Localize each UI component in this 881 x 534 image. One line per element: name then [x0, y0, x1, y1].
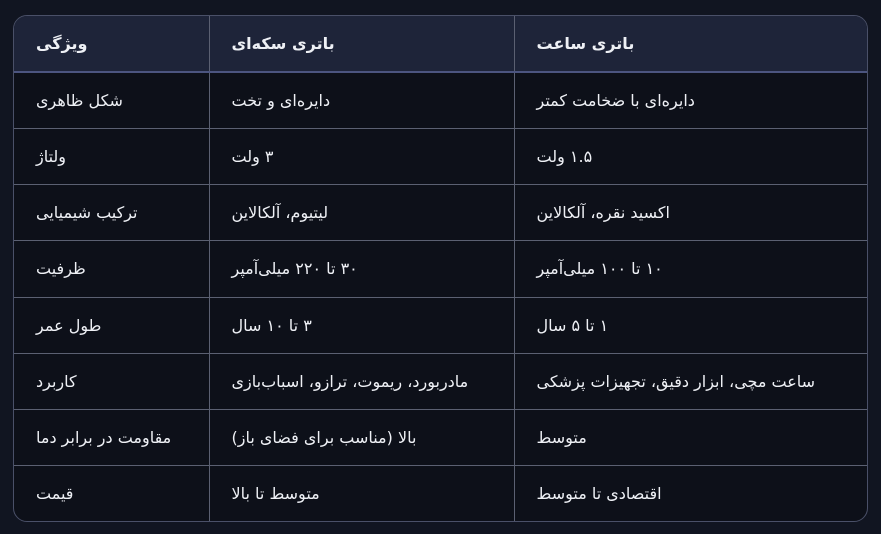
feature-cell: طول عمر — [14, 296, 210, 354]
feature-cell: شکل ظاهری — [14, 71, 210, 130]
coin-battery-cell: ۳ تا ۱۰ سال — [208, 296, 515, 354]
coin-battery-cell: متوسط تا بالا — [208, 464, 515, 521]
watch-battery-cell: ساعت مچی، ابزار دقیق، تجهیزات پزشکی — [513, 352, 867, 410]
header-feature: ویژگی — [14, 16, 210, 73]
feature-cell: کاربرد — [14, 352, 210, 410]
watch-battery-cell: اکسید نقره، آلکالاین — [513, 184, 867, 242]
coin-battery-cell: ۳ ولت — [208, 128, 515, 186]
table-row: شکل ظاهری دایره‌ای و تخت دایره‌ای با ضخامت… — [14, 71, 867, 130]
feature-cell: ولتاژ — [14, 128, 210, 186]
table-header-row: ویژگی باتری سکه‌ای باتری ساعت — [14, 16, 867, 73]
watch-battery-cell: دایره‌ای با ضخامت کمتر — [513, 71, 867, 130]
feature-cell: ظرفیت — [14, 240, 210, 298]
comparison-table: ویژگی باتری سکه‌ای باتری ساعت شکل ظاهری د… — [14, 16, 867, 521]
header-coin-battery: باتری سکه‌ای — [208, 16, 515, 73]
feature-cell: مقاومت در برابر دما — [14, 408, 210, 466]
coin-battery-cell: دایره‌ای و تخت — [208, 71, 515, 130]
table-row: ولتاژ ۳ ولت ۱.۵ ولت — [14, 128, 867, 186]
feature-cell: قیمت — [14, 464, 210, 521]
comparison-table-container: ویژگی باتری سکه‌ای باتری ساعت شکل ظاهری د… — [13, 15, 868, 522]
coin-battery-cell: مادربورد، ریموت، ترازو، اسباب‌بازی — [208, 352, 515, 410]
watch-battery-cell: ۱۰ تا ۱۰۰ میلی‌آمپر — [513, 240, 867, 298]
feature-cell: ترکیب شیمیایی — [14, 184, 210, 242]
header-watch-battery: باتری ساعت — [513, 16, 867, 73]
watch-battery-cell: متوسط — [513, 408, 867, 466]
watch-battery-cell: اقتصادی تا متوسط — [513, 464, 867, 521]
table-row: مقاومت در برابر دما بالا (مناسب برای فضای… — [14, 408, 867, 466]
coin-battery-cell: بالا (مناسب برای فضای باز) — [208, 408, 515, 466]
coin-battery-cell: لیتیوم، آلکالاین — [208, 184, 515, 242]
table-row: طول عمر ۳ تا ۱۰ سال ۱ تا ۵ سال — [14, 296, 867, 354]
coin-battery-cell: ۳۰ تا ۲۲۰ میلی‌آمپر — [208, 240, 515, 298]
table-row: قیمت متوسط تا بالا اقتصادی تا متوسط — [14, 464, 867, 521]
watch-battery-cell: ۱ تا ۵ سال — [513, 296, 867, 354]
watch-battery-cell: ۱.۵ ولت — [513, 128, 867, 186]
table-row: کاربرد مادربورد، ریموت، ترازو، اسباب‌بازی… — [14, 352, 867, 410]
table-row: ظرفیت ۳۰ تا ۲۲۰ میلی‌آمپر ۱۰ تا ۱۰۰ میلی‌آ… — [14, 240, 867, 298]
table-row: ترکیب شیمیایی لیتیوم، آلکالاین اکسید نقره،… — [14, 184, 867, 242]
